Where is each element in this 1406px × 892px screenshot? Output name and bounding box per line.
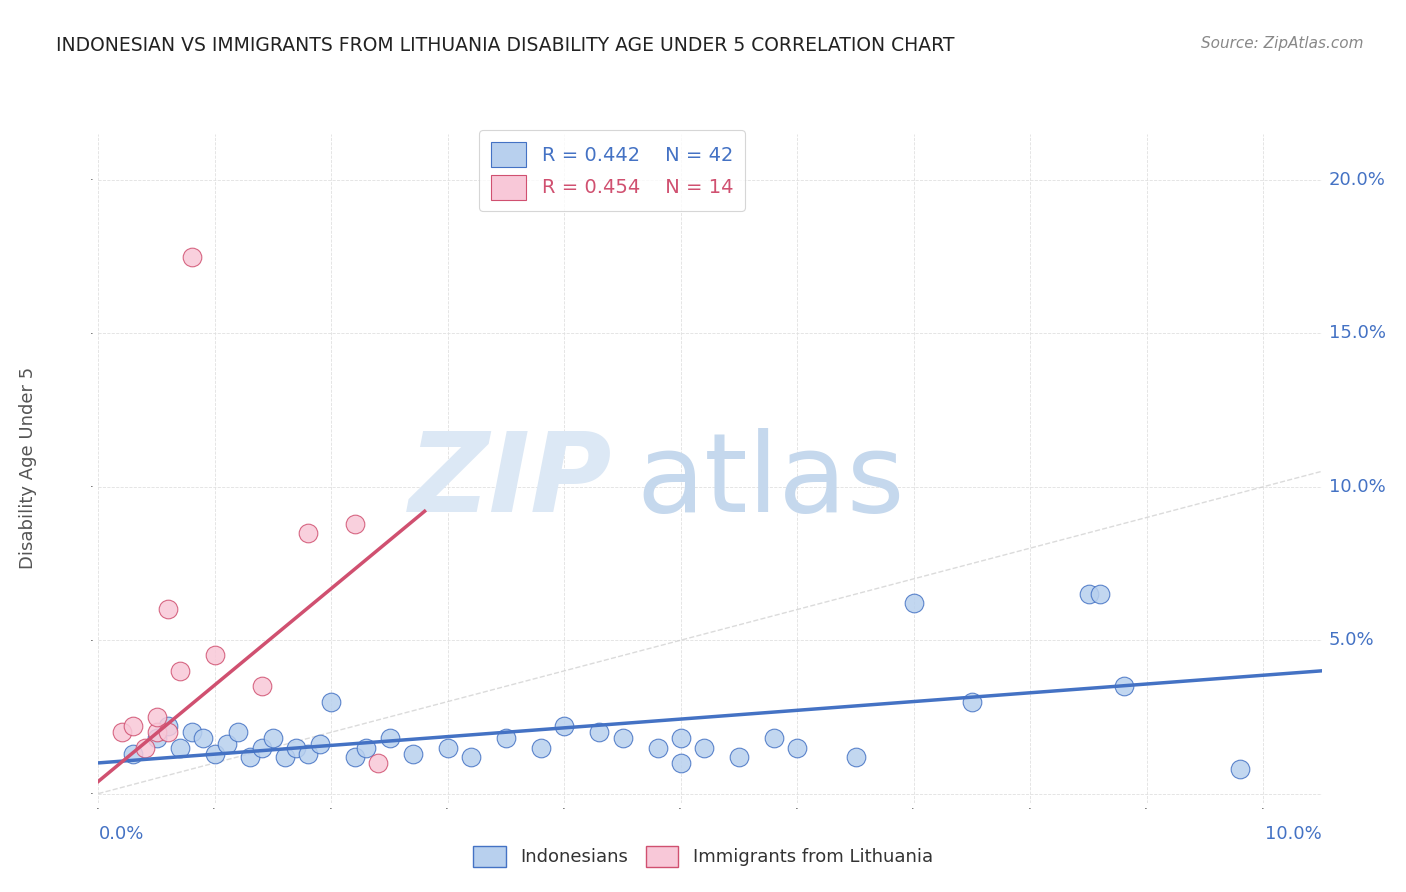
Text: 10.0%: 10.0%: [1265, 825, 1322, 843]
Point: [1112, 679, 1135, 693]
Point: [845, 749, 868, 764]
Point: [763, 731, 786, 746]
Point: [204, 747, 226, 761]
Text: ZIP: ZIP: [409, 428, 612, 535]
Point: [612, 731, 634, 746]
Point: [122, 747, 145, 761]
Point: [157, 725, 180, 739]
Point: [145, 725, 167, 739]
Point: [250, 740, 273, 755]
Text: INDONESIAN VS IMMIGRANTS FROM LITHUANIA DISABILITY AGE UNDER 5 CORRELATION CHART: INDONESIAN VS IMMIGRANTS FROM LITHUANIA …: [56, 36, 955, 54]
Point: [250, 679, 273, 693]
Point: [134, 740, 156, 755]
Point: [460, 749, 482, 764]
Point: [204, 648, 226, 663]
Point: [378, 731, 401, 746]
Text: 5.0%: 5.0%: [1329, 632, 1374, 649]
Point: [1090, 587, 1112, 601]
Point: [285, 740, 308, 755]
Point: [693, 740, 716, 755]
Point: [297, 747, 319, 761]
Text: atlas: atlas: [637, 428, 905, 535]
Point: [157, 602, 180, 616]
Point: [343, 516, 366, 531]
Text: Source: ZipAtlas.com: Source: ZipAtlas.com: [1201, 36, 1364, 51]
Point: [180, 250, 202, 264]
Point: [122, 719, 145, 733]
Point: [239, 749, 262, 764]
Point: [343, 749, 366, 764]
Text: Disability Age Under 5: Disability Age Under 5: [20, 368, 37, 569]
Text: 0.0%: 0.0%: [98, 825, 143, 843]
Point: [111, 725, 134, 739]
Point: [157, 719, 180, 733]
Text: 15.0%: 15.0%: [1329, 325, 1386, 343]
Point: [669, 756, 692, 770]
Point: [215, 738, 238, 752]
Point: [356, 740, 378, 755]
Point: [262, 731, 284, 746]
Point: [553, 719, 575, 733]
Point: [530, 740, 553, 755]
Text: 10.0%: 10.0%: [1329, 478, 1385, 496]
Point: [145, 710, 167, 724]
Point: [647, 740, 669, 755]
Point: [169, 740, 191, 755]
Legend: R = 0.442    N = 42, R = 0.454    N = 14: R = 0.442 N = 42, R = 0.454 N = 14: [479, 130, 745, 211]
Point: [145, 731, 167, 746]
Point: [495, 731, 517, 746]
Point: [308, 738, 330, 752]
Point: [588, 725, 610, 739]
Point: [193, 731, 215, 746]
Point: [169, 664, 191, 678]
Point: [297, 525, 319, 540]
Text: 20.0%: 20.0%: [1329, 171, 1385, 189]
Point: [728, 749, 751, 764]
Point: [402, 747, 425, 761]
Legend: Indonesians, Immigrants from Lithuania: Indonesians, Immigrants from Lithuania: [465, 838, 941, 874]
Point: [669, 731, 692, 746]
Point: [1077, 587, 1099, 601]
Point: [226, 725, 249, 739]
Point: [960, 694, 983, 708]
Point: [786, 740, 808, 755]
Point: [903, 596, 925, 610]
Point: [180, 725, 202, 739]
Point: [367, 756, 389, 770]
Point: [321, 694, 343, 708]
Point: [274, 749, 297, 764]
Point: [437, 740, 460, 755]
Point: [1229, 762, 1251, 776]
